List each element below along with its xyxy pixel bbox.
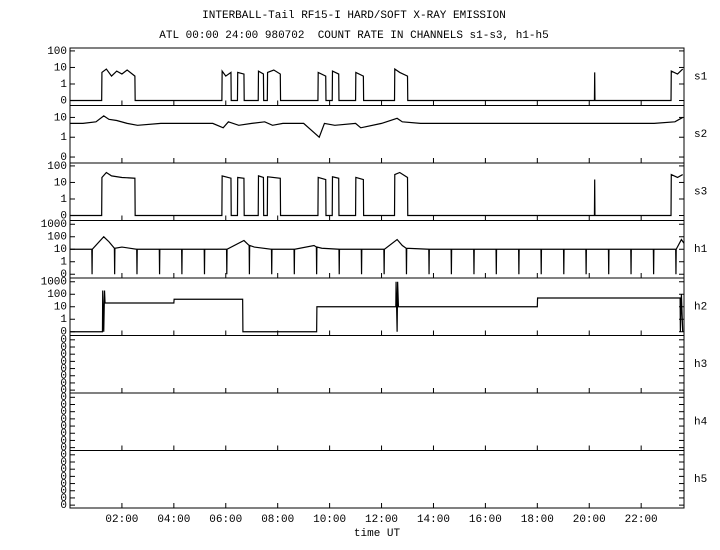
- y-tick-label: 10: [54, 302, 67, 314]
- y-tick-label: 0: [60, 500, 67, 512]
- x-tick-label: 20:00: [573, 514, 606, 526]
- data-line: [70, 67, 684, 102]
- panel-label: h5: [694, 474, 707, 486]
- y-tick-label: 1: [60, 194, 67, 206]
- y-tick-label: 1: [60, 132, 67, 144]
- x-tick-label: 06:00: [209, 514, 242, 526]
- x-tick-label: 10:00: [313, 514, 346, 526]
- y-tick-label: 0: [60, 486, 67, 498]
- panel-label: s2: [694, 129, 707, 141]
- y-tick-label: 0: [60, 428, 67, 440]
- x-tick-label: 02:00: [105, 514, 138, 526]
- y-tick-label: 10: [54, 244, 67, 256]
- panel-label: h3: [694, 359, 707, 371]
- y-tick-label: 0: [60, 335, 67, 347]
- y-tick-label: 10: [54, 62, 67, 74]
- x-tick-label: 08:00: [261, 514, 294, 526]
- y-tick-label: 0: [60, 342, 67, 354]
- y-tick-label: 0: [60, 478, 67, 490]
- y-tick-label: 0: [60, 421, 67, 433]
- data-line: [70, 281, 684, 333]
- panel-label: s3: [694, 187, 707, 199]
- y-tick-label: 100: [47, 161, 67, 173]
- y-tick-label: 1: [60, 314, 67, 326]
- x-tick-label: 18:00: [521, 514, 554, 526]
- y-tick-label: 0: [60, 210, 67, 222]
- y-tick-label: 0: [60, 450, 67, 462]
- x-tick-label: 12:00: [365, 514, 398, 526]
- y-tick-label: 0: [60, 443, 67, 455]
- y-tick-label: 10: [54, 112, 67, 124]
- panel-label: h2: [694, 302, 707, 314]
- y-tick-label: 0: [60, 378, 67, 390]
- y-tick-label: 0: [60, 493, 67, 505]
- y-tick-label: 1: [60, 257, 67, 269]
- y-tick-label: 0: [60, 464, 67, 476]
- y-tick-label: 0: [60, 392, 67, 404]
- panel-label: s1: [694, 72, 708, 84]
- data-line: [70, 235, 684, 275]
- x-tick-label: 22:00: [625, 514, 658, 526]
- y-tick-label: 0: [60, 435, 67, 447]
- y-tick-label: 0: [60, 269, 67, 281]
- y-tick-label: 0: [60, 327, 67, 339]
- data-line: [70, 171, 683, 217]
- chart-title: INTERBALL-Tail RF15-I HARD/SOFT X-RAY EM…: [202, 10, 506, 22]
- y-tick-label: 0: [60, 414, 67, 426]
- panel-label: h4: [694, 417, 708, 429]
- panel-label: h1: [694, 244, 708, 256]
- y-tick-label: 100: [47, 46, 67, 58]
- x-tick-label: 16:00: [469, 514, 502, 526]
- y-tick-label: 100: [47, 232, 67, 244]
- y-tick-label: 0: [60, 356, 67, 368]
- x-tick-label: 14:00: [417, 514, 450, 526]
- x-tick-label: 04:00: [157, 514, 190, 526]
- y-tick-label: 0: [60, 471, 67, 483]
- y-tick-label: 0: [60, 385, 67, 397]
- y-tick-label: 0: [60, 399, 67, 411]
- y-tick-label: 0: [60, 152, 67, 164]
- y-tick-label: 100: [47, 289, 67, 301]
- data-line: [70, 115, 683, 139]
- y-tick-label: 0: [60, 349, 67, 361]
- y-tick-label: 0: [60, 363, 67, 375]
- y-tick-label: 1000: [41, 277, 67, 289]
- y-tick-label: 0: [60, 407, 67, 419]
- y-tick-label: 0: [60, 457, 67, 469]
- y-tick-label: 1000: [41, 219, 67, 231]
- y-tick-label: 10: [54, 177, 67, 189]
- x-axis-label: time UT: [354, 528, 401, 540]
- y-tick-label: 0: [60, 371, 67, 383]
- panel-frame: [69, 450, 685, 509]
- chart-subtitle: ATL 00:00 24:00 980702 COUNT RATE IN CHA…: [159, 30, 548, 42]
- y-tick-label: 1: [60, 79, 67, 91]
- y-tick-label: 0: [60, 95, 67, 107]
